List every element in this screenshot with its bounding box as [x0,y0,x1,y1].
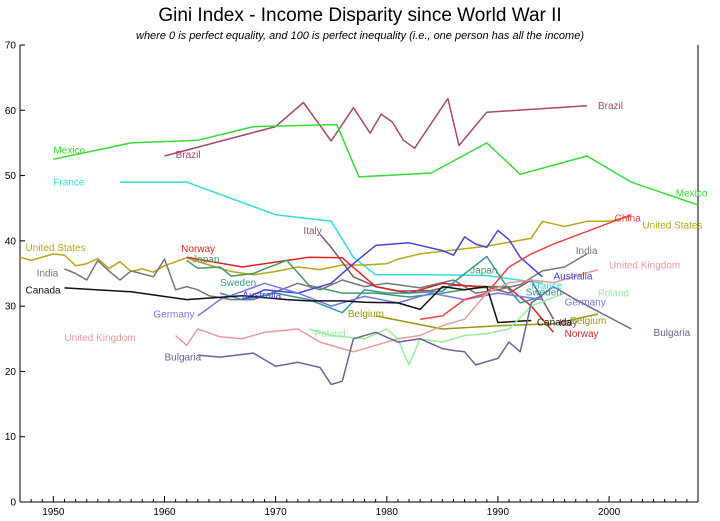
series-label-sweden: Sweden [526,287,562,298]
series-label-india: India [576,246,598,257]
series-labels: Brazil Brazil Mexico Mexico France France Unit… [26,101,708,363]
series-label-bulgaria: Bulgaria [164,353,201,364]
series-line-australia [241,229,543,301]
series-label-united-states: United States [26,243,86,254]
series-label-poland: Poland [598,289,629,300]
x-tick-label: 1980 [376,507,399,518]
axes: 1950 1960 1970 1980 1990 2000 0 10 20 30 40 50 60 70 [5,41,699,518]
series-label-norway: Norway [181,244,215,255]
series-line-china [419,213,632,320]
series-label-sweden: Sweden [220,278,256,289]
series-label-united-kingdom: United Kingdom [609,261,680,272]
series-line-norway [186,256,555,333]
series-label-belgium: Belgium [570,316,606,327]
y-tick-label: 60 [5,106,17,117]
series-line-italy [319,233,555,320]
series-label-canada: Canada [537,317,572,328]
y-tick-label: 50 [5,171,17,182]
series-label-germany: Germany [153,309,194,320]
series-line-india [64,253,588,301]
series-label-china: China [615,214,642,225]
series-line-belgium [375,313,599,330]
series-label-japan: Japan [192,255,219,266]
series-label-united-kingdom: United Kingdom [64,333,135,344]
series-label-canada: Canada [26,285,61,296]
series-line-france [120,181,543,285]
series-label-india: India [37,268,59,279]
x-tick-label: 1960 [153,507,176,518]
y-tick-label: 70 [5,41,17,52]
series-label-bulgaria: Bulgaria [654,328,691,339]
series-label-italy: Italy [559,318,577,329]
x-tick-label: 1950 [42,507,65,518]
y-tick-label: 0 [10,498,16,509]
series-label-australia: Australia [242,291,281,302]
series-label-australia: Australia [554,272,593,283]
series-line-united-states [19,215,632,276]
series-label-belgium: Belgium [348,309,384,320]
series-label-united-states: United States [642,221,702,232]
series-group [19,97,699,386]
series-label-japan: Japan [470,266,497,277]
y-tick-label: 20 [5,367,17,378]
series-label-brazil: Brazil [598,101,623,112]
y-tick-label: 40 [5,236,17,247]
series-label-italy: Italy [303,226,321,237]
series-label-france: France [53,178,85,189]
chart-title: Gini Index - Income Disparity since Worl… [158,5,562,26]
chart-subtitle: where 0 is perfect equality, and 100 is … [136,30,584,42]
series-line-united-kingdom [175,268,599,353]
series-line-mexico [53,123,699,206]
series-line-poland [308,292,565,366]
series-label-norway: Norway [565,329,599,340]
series-line-germany [197,282,543,317]
x-tick-label: 1970 [265,507,288,518]
x-tick-label: 1990 [487,507,510,518]
series-label-france: France [531,281,563,292]
series-line-sweden [219,255,543,314]
y-tick-label: 10 [5,432,17,443]
series-line-bulgaria [197,285,632,386]
series-label-poland: Poland [315,329,346,340]
series-line-canada [64,285,532,324]
series-label-mexico: Mexico [53,146,85,157]
series-label-germany: Germany [565,298,606,309]
y-tick-label: 30 [5,302,17,313]
series-label-brazil: Brazil [176,150,201,161]
series-line-brazil [164,97,587,157]
x-tick-label: 2000 [598,507,621,518]
series-label-mexico: Mexico [676,189,708,200]
